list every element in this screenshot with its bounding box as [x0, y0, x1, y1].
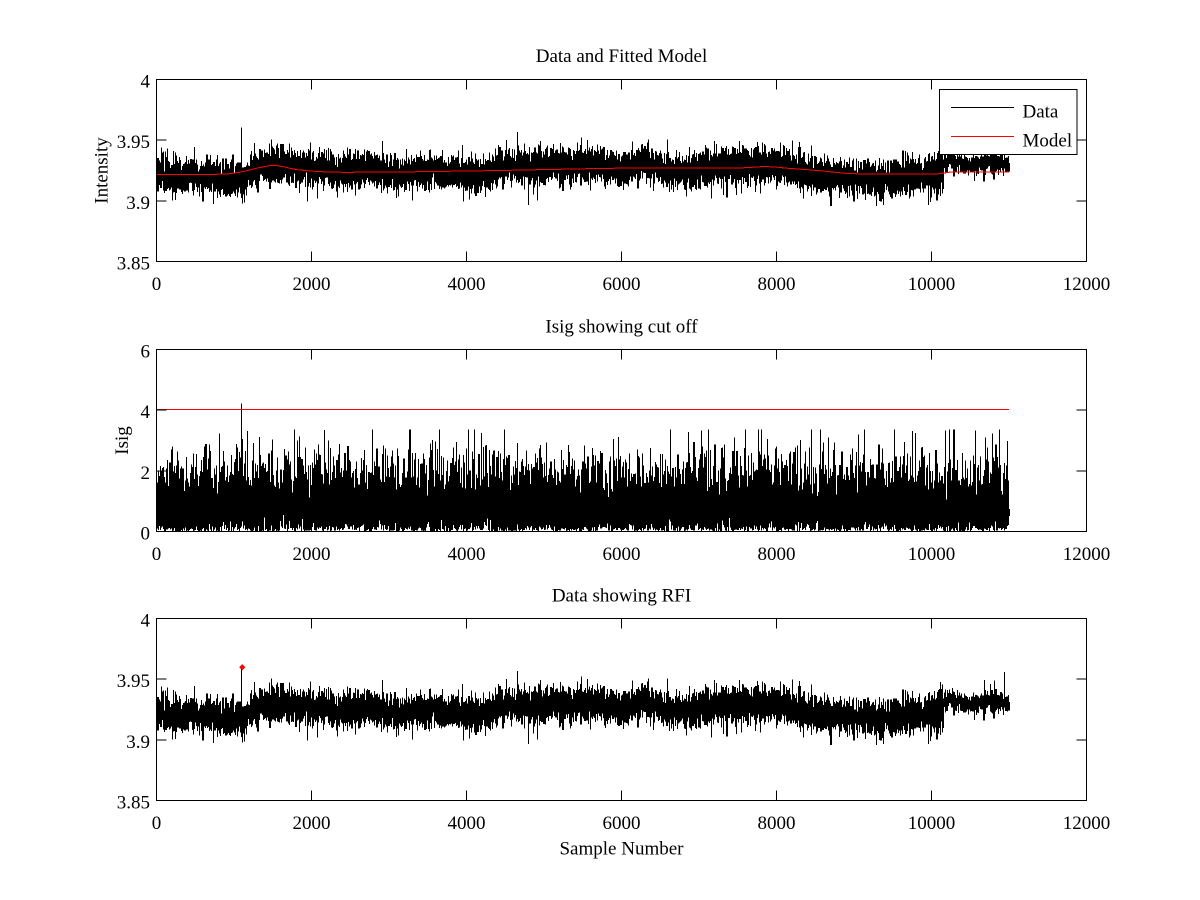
svg-text:Data: Data	[1023, 102, 1059, 123]
svg-text:0: 0	[152, 274, 162, 295]
svg-text:0: 0	[152, 544, 162, 565]
svg-text:3.85: 3.85	[117, 793, 150, 814]
svg-text:0: 0	[152, 813, 162, 834]
svg-text:6000: 6000	[603, 544, 641, 565]
svg-text:2000: 2000	[293, 274, 331, 295]
svg-text:6: 6	[141, 342, 151, 363]
svg-text:0: 0	[141, 524, 151, 545]
svg-text:Model: Model	[1023, 131, 1073, 152]
svg-text:3.85: 3.85	[117, 254, 150, 275]
svg-text:Data and Fitted Model: Data and Fitted Model	[536, 46, 708, 67]
svg-text:3.95: 3.95	[117, 132, 150, 153]
svg-text:4: 4	[141, 402, 151, 423]
svg-text:8000: 8000	[758, 813, 796, 834]
svg-text:3.9: 3.9	[126, 732, 150, 753]
svg-text:10000: 10000	[908, 544, 956, 565]
svg-text:2000: 2000	[293, 544, 331, 565]
svg-text:8000: 8000	[758, 274, 796, 295]
svg-text:12000: 12000	[1063, 544, 1111, 565]
svg-text:2: 2	[141, 463, 151, 484]
svg-text:12000: 12000	[1063, 813, 1111, 834]
svg-text:Data showing RFI: Data showing RFI	[552, 586, 691, 607]
svg-text:4: 4	[141, 72, 151, 93]
svg-text:3.95: 3.95	[117, 671, 150, 692]
svg-text:Isig: Isig	[112, 426, 133, 455]
svg-text:Isig showing cut off: Isig showing cut off	[545, 317, 698, 338]
svg-text:12000: 12000	[1063, 274, 1111, 295]
svg-text:6000: 6000	[603, 813, 641, 834]
svg-text:4000: 4000	[448, 544, 486, 565]
svg-text:2000: 2000	[293, 813, 331, 834]
svg-text:3.9: 3.9	[126, 193, 150, 214]
svg-text:Sample Number: Sample Number	[559, 839, 684, 860]
svg-text:Intensity: Intensity	[92, 137, 113, 204]
svg-text:4000: 4000	[448, 813, 486, 834]
svg-text:4000: 4000	[448, 274, 486, 295]
svg-text:6000: 6000	[603, 274, 641, 295]
svg-text:4: 4	[141, 611, 151, 632]
svg-text:8000: 8000	[758, 544, 796, 565]
svg-text:10000: 10000	[908, 813, 956, 834]
svg-text:10000: 10000	[908, 274, 956, 295]
